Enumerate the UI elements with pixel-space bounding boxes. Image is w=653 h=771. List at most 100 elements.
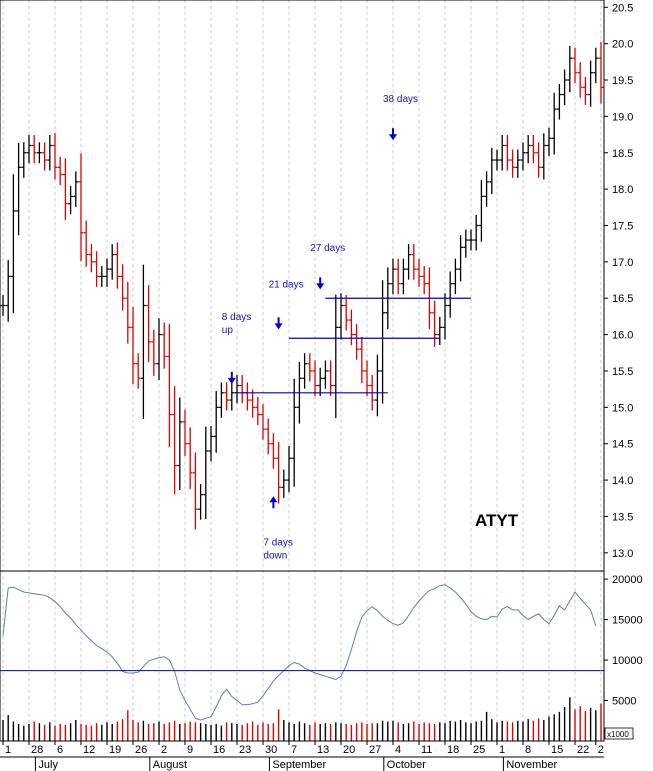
- price-bar: [104, 258, 110, 287]
- arrow-down-icon: [316, 283, 325, 290]
- arrow-down-icon: [274, 323, 283, 330]
- price-bar: [140, 264, 146, 419]
- price-bar: [244, 382, 250, 411]
- day-tick-label: 1: [499, 744, 505, 756]
- price-bar: [400, 258, 406, 295]
- price-bars: [0, 41, 604, 530]
- price-bar: [130, 306, 136, 385]
- month-label: November: [506, 759, 557, 771]
- price-bar: [354, 324, 360, 360]
- volume-tick-label: 5000: [612, 696, 636, 708]
- price-bar: [359, 336, 365, 384]
- price-bar: [494, 149, 500, 171]
- price-bar: [260, 404, 266, 440]
- price-bar: [88, 244, 94, 273]
- volume-bars: [2, 697, 602, 741]
- price-bar: [432, 300, 438, 347]
- price-bar: [411, 244, 417, 280]
- price-bar: [52, 133, 58, 180]
- price-bar: [5, 260, 11, 322]
- price-bar: [234, 375, 240, 404]
- price-bar: [530, 135, 536, 164]
- price-tick-label: 15.0: [612, 402, 633, 414]
- price-bar: [291, 378, 297, 487]
- day-tick-label: 25: [473, 744, 485, 756]
- price-bar: [478, 180, 484, 242]
- price-bar: [572, 47, 578, 84]
- day-tick-label: 18: [447, 744, 459, 756]
- price-bar: [21, 142, 27, 178]
- price-bar: [125, 281, 131, 344]
- volume-average-line: [0, 584, 604, 721]
- price-bar: [458, 235, 464, 282]
- day-tick-label: 11: [421, 744, 432, 756]
- price-bar: [499, 135, 505, 171]
- price-bar: [348, 309, 354, 346]
- annotation-label: 21 days: [269, 279, 304, 290]
- price-bar: [380, 280, 386, 404]
- price-bar: [0, 295, 6, 316]
- price-bar: [390, 258, 396, 295]
- price-bar: [452, 258, 458, 295]
- price-tick-label: 18.5: [612, 148, 633, 160]
- price-bar: [577, 62, 583, 98]
- price-bar: [192, 452, 198, 530]
- volume-axis: 5000 10000 15000 20000 x1000: [604, 574, 643, 740]
- price-bar: [489, 147, 495, 195]
- day-tick-label: 1: [5, 744, 11, 756]
- price-bar: [395, 258, 401, 295]
- month-label: August: [153, 759, 187, 771]
- price-tick-label: 20.0: [612, 39, 633, 51]
- price-bar: [213, 391, 219, 453]
- price-bar: [437, 316, 443, 346]
- price-bar: [198, 484, 204, 520]
- price-tick-label: 20.5: [612, 2, 633, 14]
- price-bar: [374, 354, 380, 417]
- day-tick-label: 28: [31, 744, 43, 756]
- day-tick-label: 16: [213, 744, 225, 756]
- month-label: September: [272, 759, 326, 771]
- annotation-label: 27 days: [310, 243, 345, 254]
- day-tick-label: 15: [551, 744, 563, 756]
- price-bar: [31, 135, 37, 164]
- arrow-up-icon: [269, 496, 278, 503]
- symbol-label: ATYT: [475, 511, 519, 530]
- price-bar: [307, 353, 313, 382]
- price-bar: [26, 135, 32, 164]
- price-bar: [156, 318, 162, 380]
- price-tick-label: 19.0: [612, 111, 633, 123]
- price-bar: [73, 171, 79, 207]
- volume-ma-line: [2, 584, 597, 721]
- price-bar: [536, 142, 542, 178]
- price-tick-label: 13.5: [612, 511, 633, 523]
- price-bar: [416, 258, 422, 287]
- day-tick-label: 9: [187, 744, 193, 756]
- annotation-label: 8 days: [222, 312, 251, 323]
- price-bar: [270, 433, 276, 469]
- price-bar: [588, 60, 594, 107]
- price-bar: [120, 264, 126, 311]
- price-bar: [255, 396, 261, 426]
- price-bar: [42, 142, 48, 171]
- month-label: October: [387, 759, 426, 771]
- price-bar: [47, 135, 53, 171]
- price-bar: [447, 271, 453, 318]
- price-tick-label: 16.0: [612, 330, 633, 342]
- price-bar: [286, 446, 292, 493]
- price-bar: [343, 295, 349, 331]
- price-bar: [114, 242, 120, 289]
- price-bar: [562, 69, 568, 106]
- volume-tick-label: 20000: [612, 574, 643, 586]
- price-bar: [151, 329, 157, 376]
- price-bar: [62, 158, 68, 220]
- annotation-sublabel: down: [263, 551, 287, 562]
- annotation-label: 38 days: [383, 94, 418, 105]
- price-bar: [161, 322, 167, 369]
- price-bar: [546, 127, 552, 156]
- arrow-down-icon: [227, 377, 236, 384]
- price-bar: [515, 149, 521, 178]
- day-tick-label: 19: [109, 744, 121, 756]
- price-bar: [463, 229, 469, 258]
- price-tick-label: 18.0: [612, 184, 633, 196]
- price-bar: [203, 426, 209, 520]
